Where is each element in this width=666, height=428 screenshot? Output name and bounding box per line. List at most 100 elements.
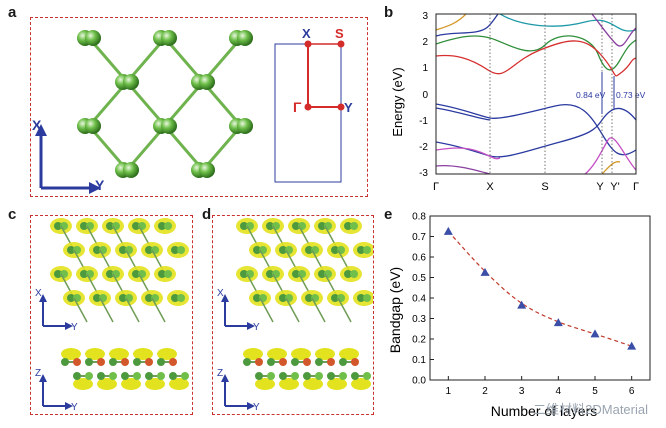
- bz-label-x: X: [302, 26, 311, 41]
- atom: [158, 222, 166, 230]
- panel-a-structure: X Y X S Γ Y: [32, 26, 353, 194]
- atom: [267, 372, 275, 380]
- bz-label-s: S: [335, 26, 344, 41]
- atom: [145, 294, 153, 302]
- atom: [164, 270, 172, 278]
- bandgap-chart: Bandgap (eV) Number of layers 0.00.10.20…: [387, 212, 651, 419]
- atom: [177, 246, 185, 254]
- atom: [331, 294, 339, 302]
- atom: [279, 358, 287, 366]
- atom: [237, 30, 253, 46]
- x-tick-label: 3: [519, 386, 525, 397]
- atom: [169, 358, 177, 366]
- atom: [344, 222, 352, 230]
- atom: [119, 294, 127, 302]
- data-point: [480, 267, 490, 276]
- watermark: 二维材料2DMaterial: [533, 402, 648, 417]
- svg-text:-2: -2: [419, 142, 428, 153]
- svg-text:Γ: Γ: [633, 181, 639, 193]
- axes-indicator-c-top: X Y: [35, 288, 78, 333]
- atom: [339, 358, 347, 366]
- charge-density-side-view-c: [61, 348, 189, 390]
- svg-text:Y: Y: [71, 322, 78, 333]
- atom: [327, 358, 335, 366]
- atom: [67, 294, 75, 302]
- bond: [73, 297, 88, 323]
- bond: [285, 297, 300, 323]
- panel-d-frame: [212, 215, 374, 415]
- gap-label-2: 0.73 eV: [616, 90, 646, 100]
- atom: [123, 74, 139, 90]
- atom: [266, 222, 274, 230]
- charge-density-top-view-c: [50, 218, 189, 323]
- density-lobe: [109, 348, 129, 360]
- density-lobe: [315, 348, 335, 360]
- atom: [318, 270, 326, 278]
- bond: [337, 297, 352, 323]
- atom: [157, 358, 165, 366]
- atom: [85, 358, 93, 366]
- atom: [157, 372, 165, 380]
- atom: [350, 270, 358, 278]
- panel-c-frame: [30, 215, 193, 415]
- density-lobe: [351, 378, 371, 390]
- atom: [121, 358, 129, 366]
- atom: [73, 372, 81, 380]
- charge-density-top-view-d: [236, 218, 373, 323]
- atom: [109, 358, 117, 366]
- density-lobe: [157, 348, 177, 360]
- density-lobe: [121, 378, 141, 390]
- atom: [255, 358, 263, 366]
- axes-indicator-d-side: Z Y: [217, 368, 260, 413]
- density-lobe: [291, 348, 311, 360]
- y-tick-label: 0.0: [412, 376, 426, 387]
- panel-b-letter: b: [384, 4, 394, 21]
- bond: [259, 297, 274, 323]
- svg-text:X: X: [217, 288, 224, 299]
- atom: [181, 372, 189, 380]
- atom: [106, 222, 114, 230]
- atom: [132, 270, 140, 278]
- svg-text:-3: -3: [419, 168, 428, 179]
- atom: [339, 372, 347, 380]
- svg-text:Z: Z: [35, 368, 41, 379]
- bond: [151, 297, 166, 323]
- atom: [303, 372, 311, 380]
- svg-text:0: 0: [422, 90, 428, 101]
- density-lobe: [243, 348, 263, 360]
- svg-text:2: 2: [422, 37, 428, 48]
- svg-text:Z: Z: [217, 368, 223, 379]
- atom: [54, 270, 62, 278]
- axes-indicator-c-side: Z Y: [35, 368, 78, 413]
- band-structure-plot: Energy (eV) 3 2 1 0 -1 -2 -3 0.84 eV 0.7…: [390, 11, 646, 193]
- bandgap-fit-curve: [447, 230, 632, 347]
- density-lobe: [339, 348, 359, 360]
- phosphorus-lattice-top-view: [77, 30, 253, 178]
- charge-density-d: X Y Z Y: [217, 218, 373, 413]
- atom: [161, 30, 177, 46]
- svg-text:-1: -1: [419, 116, 428, 127]
- axis-label-x: X: [32, 117, 42, 133]
- atom: [351, 358, 359, 366]
- panel-d-letter: d: [202, 206, 212, 223]
- bond: [311, 297, 326, 323]
- y-tick-label: 0.4: [412, 294, 426, 305]
- charge-density-c: X Y Z Y: [35, 218, 189, 413]
- atom: [171, 246, 179, 254]
- atom: [240, 270, 248, 278]
- density-lobe: [145, 378, 165, 390]
- y-tick-label: 0.1: [412, 355, 426, 366]
- atom: [344, 270, 352, 278]
- band-ylabel: Energy (eV): [390, 67, 405, 136]
- atom: [106, 270, 114, 278]
- atom: [158, 270, 166, 278]
- atom: [253, 294, 261, 302]
- atom: [350, 222, 358, 230]
- atom: [199, 74, 215, 90]
- x-tick-label: 2: [482, 386, 488, 397]
- atom: [303, 358, 311, 366]
- fit-curve: [447, 230, 632, 347]
- data-point: [553, 318, 563, 327]
- atom: [177, 294, 185, 302]
- density-lobe: [85, 348, 105, 360]
